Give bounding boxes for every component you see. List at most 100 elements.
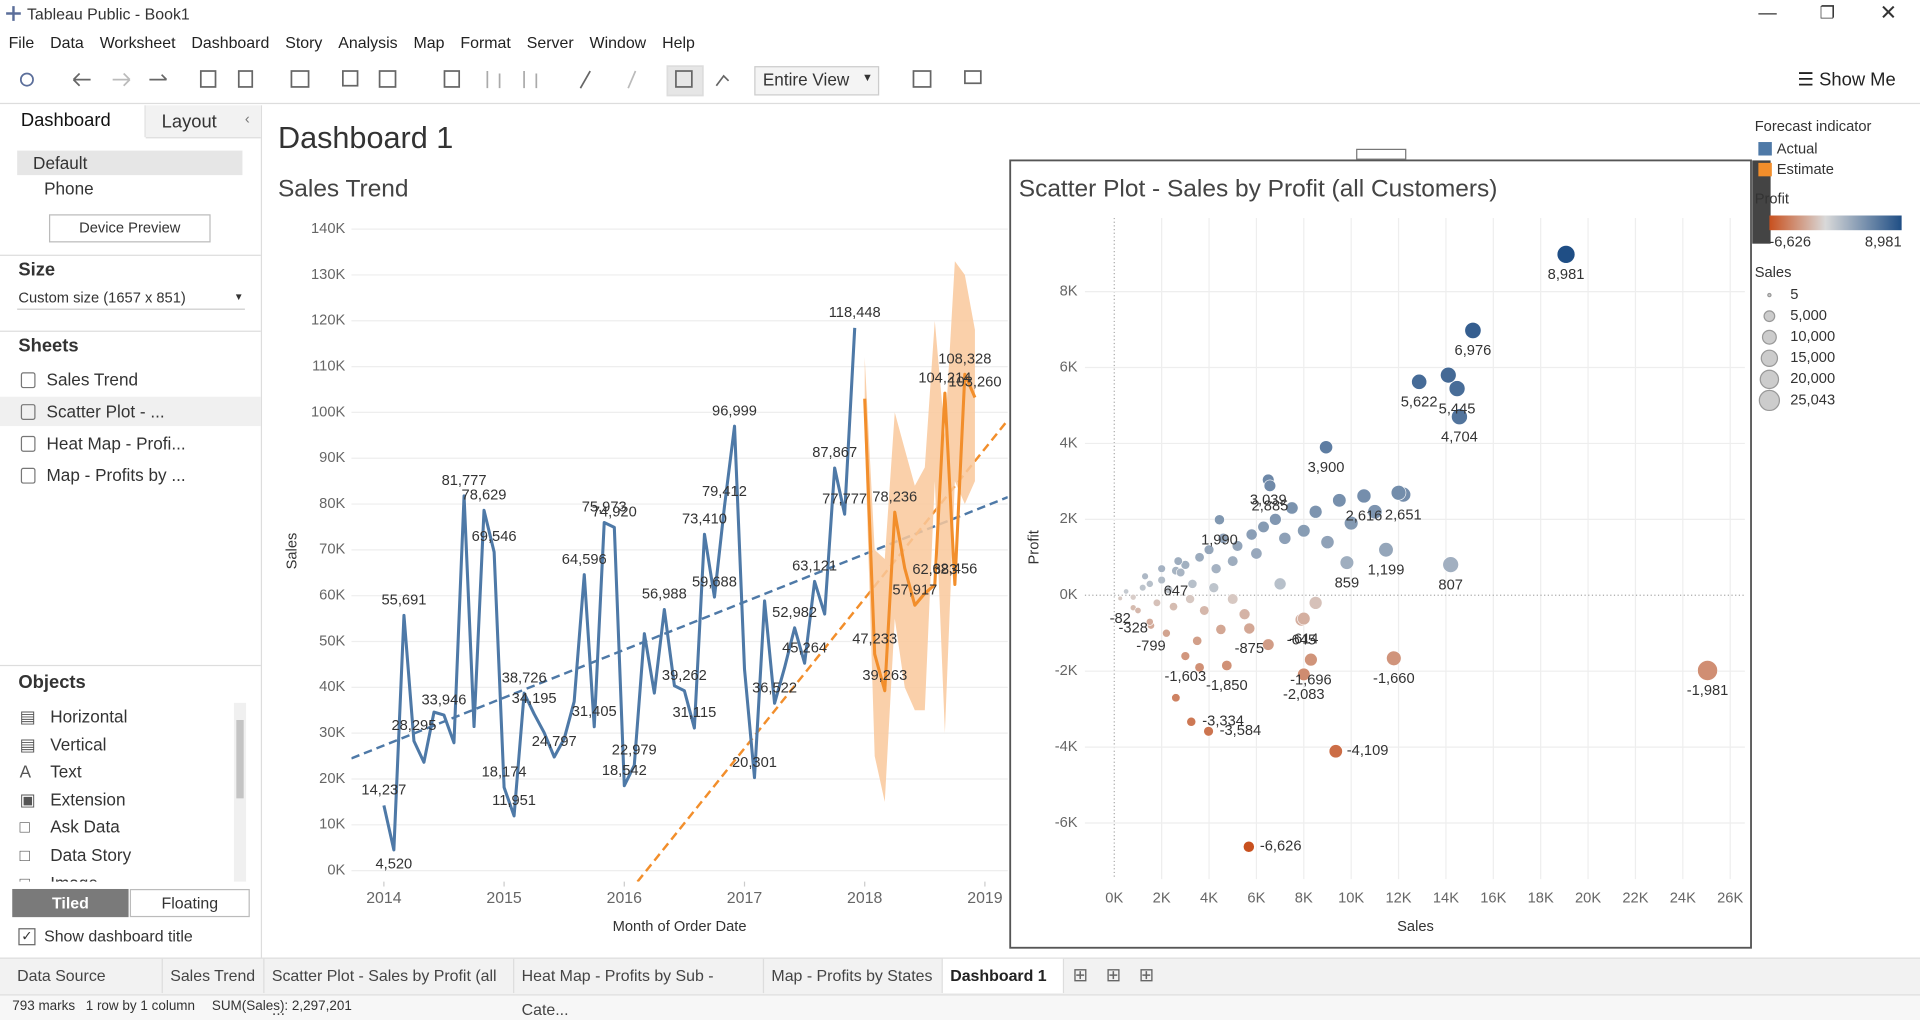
y-tick-label: 100K xyxy=(311,404,346,420)
menu-item[interactable]: Map xyxy=(413,33,445,52)
scatter-point xyxy=(1411,373,1428,390)
scatter-point xyxy=(1186,716,1197,727)
sheet-tab[interactable]: Map - Profits by States xyxy=(764,958,943,994)
scatter-point xyxy=(1697,660,1718,681)
selected-row xyxy=(17,150,243,176)
sheet-tab[interactable]: Dashboard 1 xyxy=(942,958,1065,994)
scatter-point xyxy=(1243,622,1256,635)
legend-swatch xyxy=(1758,142,1772,156)
menu-item[interactable]: Worksheet xyxy=(99,33,176,52)
sheet-tab[interactable]: Data Source xyxy=(10,958,163,994)
data-label: 1,199 xyxy=(1368,562,1405,578)
fit-dropdown[interactable] xyxy=(754,66,880,96)
scatter-point xyxy=(1194,552,1205,563)
dropdown-arrow: ▼ xyxy=(233,291,244,303)
object-item[interactable]: Text xyxy=(50,761,82,782)
x-tick-label: 2016 xyxy=(607,890,643,907)
data-label: 78,629 xyxy=(462,488,507,504)
scatter-point xyxy=(1185,594,1195,604)
menu-item[interactable]: Format xyxy=(460,33,511,52)
floating-button[interactable]: Floating xyxy=(129,888,250,918)
data-label: -1,603 xyxy=(1165,669,1207,685)
scatter-point xyxy=(1390,485,1407,501)
object-item[interactable]: Vertical xyxy=(50,734,107,754)
collapse-icon[interactable]: ‹ xyxy=(244,110,250,128)
data-label: 45,264 xyxy=(782,640,827,656)
panel-tab-active[interactable] xyxy=(0,105,146,138)
close-button[interactable]: ✕ xyxy=(1879,1,1898,25)
scatter-point xyxy=(1129,593,1137,601)
y-tick-label: 50K xyxy=(319,633,345,649)
data-label: 18,542 xyxy=(602,763,647,779)
data-label: 2,616 xyxy=(1346,509,1383,525)
object-item[interactable]: Data Story xyxy=(50,844,132,865)
device-option[interactable]: Default xyxy=(33,153,88,173)
scatter-point xyxy=(1319,440,1333,455)
size-value[interactable]: Custom size (1657 x 851) xyxy=(18,288,186,307)
scatter-point xyxy=(1231,540,1244,552)
checkbox[interactable]: ✓ xyxy=(18,928,36,946)
scatter-point xyxy=(1297,611,1311,626)
object-item[interactable]: Extension xyxy=(50,789,126,810)
separator xyxy=(0,330,261,332)
sheet-tab[interactable]: Scatter Plot - Sales by Profit (all ... xyxy=(264,958,515,1019)
data-label: 62,456 xyxy=(932,562,977,578)
data-label: 87,867 xyxy=(812,445,857,461)
sheet-item[interactable]: Heat Map - Profi... xyxy=(46,433,186,454)
data-label: 28,295 xyxy=(391,718,436,734)
legend-title: Sales xyxy=(1755,265,1792,281)
y-tick-label: 110K xyxy=(312,358,345,374)
sheet-item[interactable]: Map - Profits by ... xyxy=(46,465,186,485)
maximize-button[interactable]: ❐ xyxy=(1819,2,1835,23)
data-label: 34,195 xyxy=(512,691,557,707)
menu-item[interactable]: Dashboard xyxy=(191,33,270,52)
scatter-point xyxy=(1210,563,1222,575)
panel-tab[interactable] xyxy=(145,105,261,139)
object-item[interactable]: Image xyxy=(50,873,98,882)
sheet-tab[interactable]: Heat Map - Profits by Sub - Cate... xyxy=(514,958,765,1019)
trend-line xyxy=(351,496,1008,760)
menu-item[interactable]: Window xyxy=(589,33,647,52)
new-tab-icon[interactable]: ⊞ xyxy=(1138,964,1155,986)
menu-item[interactable]: Server xyxy=(526,33,574,52)
scatter-point xyxy=(1308,596,1323,610)
chart-title: Sales Trend xyxy=(278,175,409,202)
scatter-point xyxy=(1162,628,1171,638)
scatter-point xyxy=(1221,659,1233,671)
menu-item[interactable]: Help xyxy=(662,33,695,52)
data-label: 11,951 xyxy=(492,793,536,809)
y-tick-label: 90K xyxy=(319,450,345,466)
scatter-point xyxy=(1164,585,1174,594)
device-preview-button[interactable]: Device Preview xyxy=(48,214,211,243)
menu-item[interactable]: Analysis xyxy=(338,33,398,52)
x-tick-label: 16K xyxy=(1480,891,1506,907)
show-me-label: Show Me xyxy=(1819,69,1896,91)
new-tab-icon[interactable]: ⊞ xyxy=(1105,964,1122,986)
sheet-tab[interactable]: Sales Trend xyxy=(163,958,265,994)
scatter-point xyxy=(1378,542,1394,558)
show-me-button[interactable]: ☰ Show Me xyxy=(1797,69,1896,91)
object-item[interactable]: Ask Data xyxy=(50,817,120,837)
scatter-point xyxy=(1157,564,1166,573)
data-label: -645 xyxy=(1287,632,1316,648)
scrollbar[interactable] xyxy=(233,702,247,882)
object-item[interactable]: Horizontal xyxy=(50,706,128,727)
scatter-point xyxy=(1285,501,1299,515)
data-label: 2,885 xyxy=(1252,498,1289,514)
data-label: -82 xyxy=(1110,611,1131,627)
menu-item[interactable]: Data xyxy=(50,33,84,52)
device-option[interactable]: Phone xyxy=(44,178,94,199)
menu-item[interactable]: Story xyxy=(285,33,323,52)
x-tick-label: 2K xyxy=(1153,891,1171,907)
sheet-item[interactable]: Sales Trend xyxy=(46,369,139,390)
scatter-point xyxy=(1227,555,1239,567)
menu-item[interactable]: File xyxy=(8,33,35,52)
new-tab-icon[interactable]: ⊞ xyxy=(1072,964,1089,986)
data-label: 59,688 xyxy=(692,574,737,590)
minimize-button[interactable]: — xyxy=(1758,2,1777,24)
data-label: 81,777 xyxy=(442,473,487,489)
scatter-point xyxy=(1451,408,1468,426)
sheet-item[interactable]: Scatter Plot - ... xyxy=(46,401,165,422)
tiled-button[interactable]: Tiled xyxy=(12,888,129,918)
